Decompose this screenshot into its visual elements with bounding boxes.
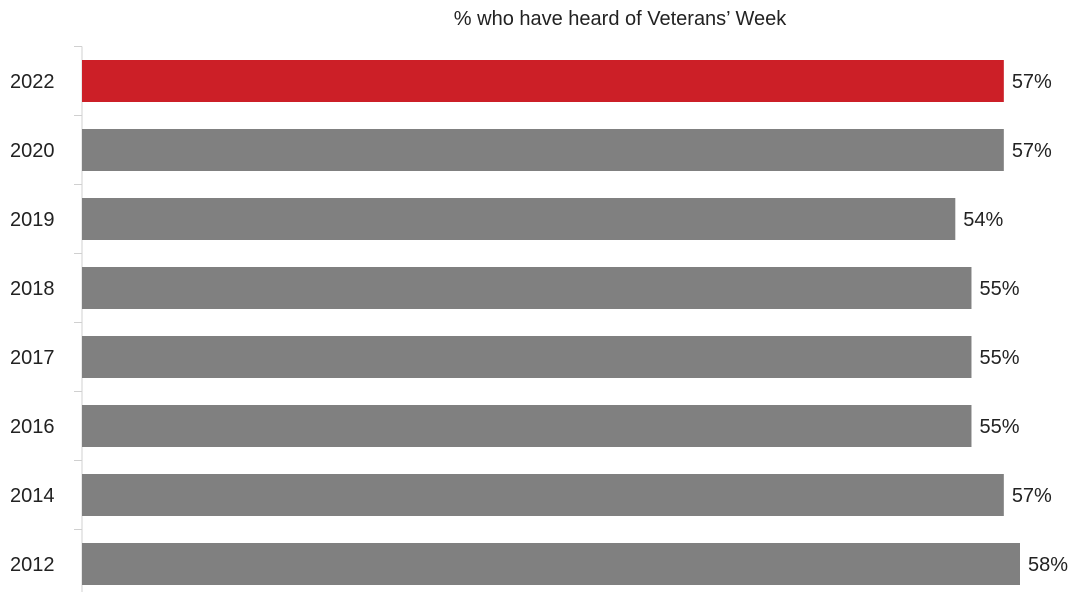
bar-2018 — [82, 267, 972, 309]
data-label: 58% — [1028, 554, 1068, 576]
data-label: 55% — [979, 278, 1019, 300]
bar-2012 — [82, 543, 1020, 585]
y-tick-label: 2020 — [10, 140, 55, 162]
y-tick-label: 2022 — [10, 71, 55, 93]
data-label: 57% — [1012, 485, 1052, 507]
y-tick-label: 2018 — [10, 278, 55, 300]
bar-2016 — [82, 405, 972, 447]
data-label: 55% — [979, 416, 1019, 438]
bar-2017 — [82, 336, 972, 378]
y-tick-label: 2012 — [10, 554, 55, 576]
bar-2020 — [82, 129, 1004, 171]
y-tick-label: 2017 — [10, 347, 55, 369]
bar-2014 — [82, 474, 1004, 516]
bar-2019 — [82, 198, 956, 240]
y-tick-label: 2014 — [10, 485, 55, 507]
bar-2022 — [82, 60, 1004, 102]
chart-title: % who have heard of Veterans’ Week — [453, 8, 787, 30]
data-label: 57% — [1012, 140, 1052, 162]
y-tick-label: 2019 — [10, 209, 55, 231]
data-label: 54% — [963, 209, 1003, 231]
data-label: 55% — [979, 347, 1019, 369]
data-label: 57% — [1012, 71, 1052, 93]
y-tick-label: 2016 — [10, 416, 55, 438]
